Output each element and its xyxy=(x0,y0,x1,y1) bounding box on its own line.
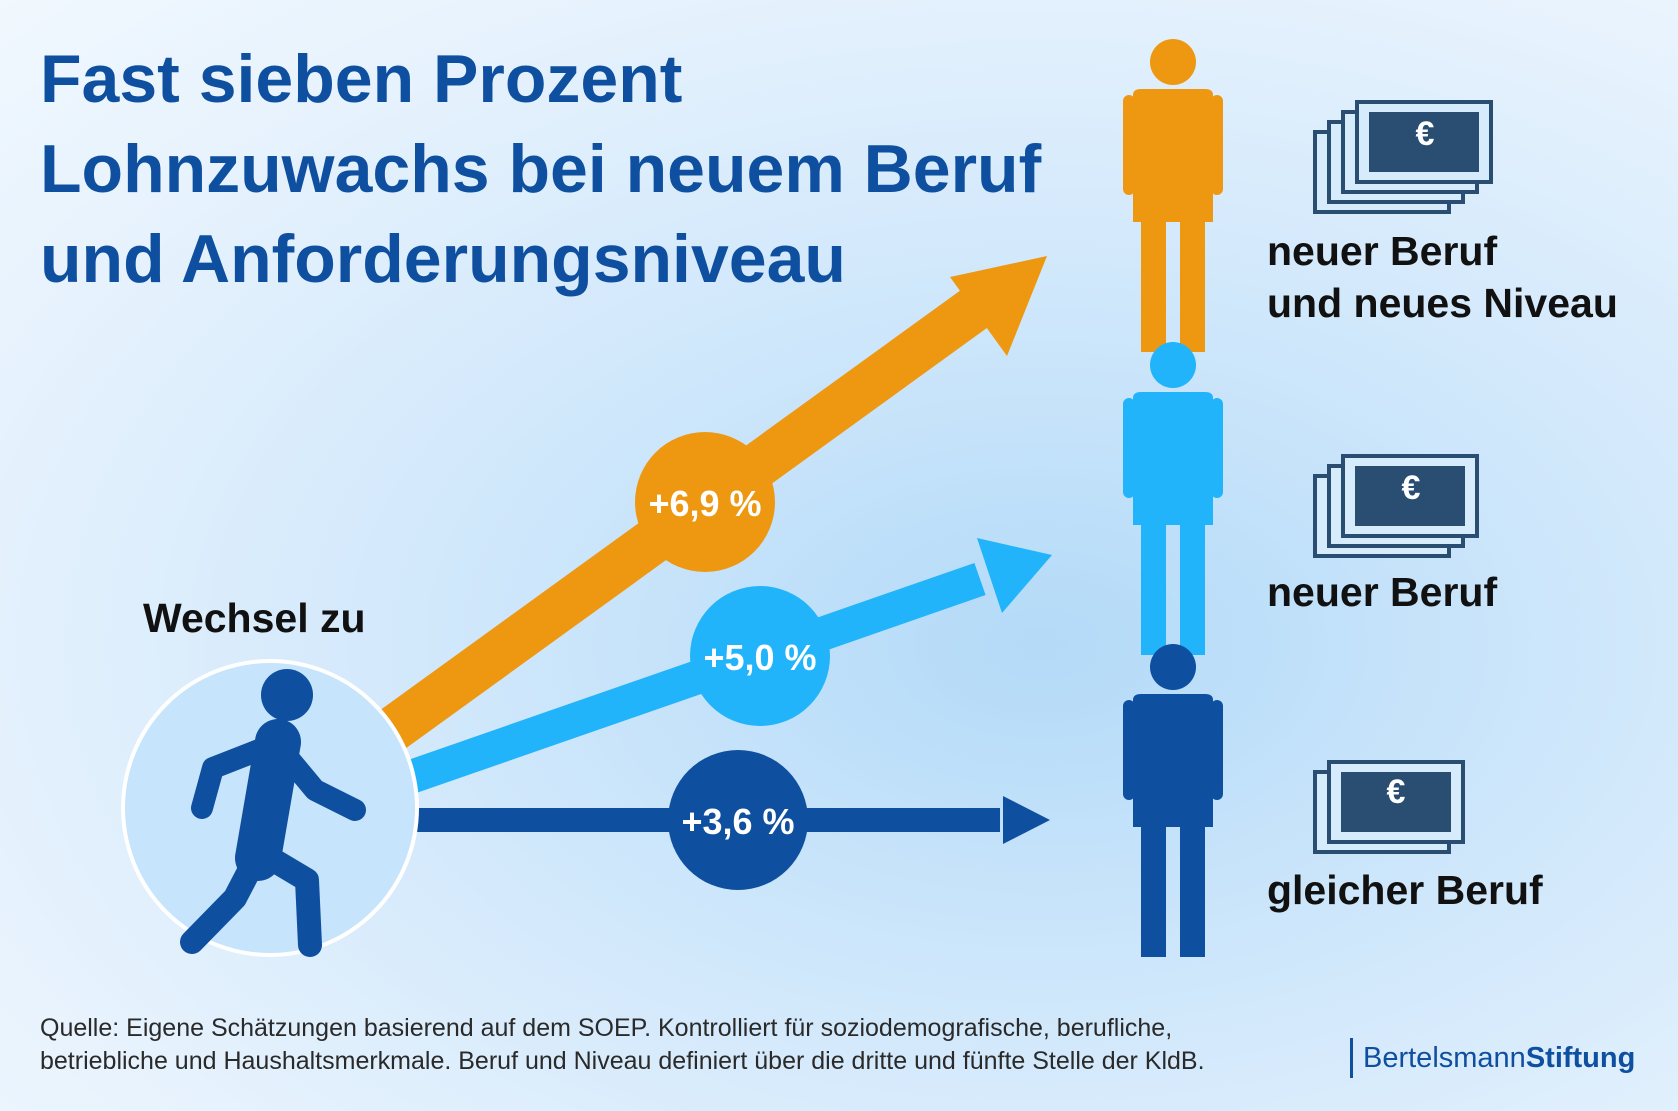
value-circle-dark-blue xyxy=(668,750,808,890)
euro-icon: € xyxy=(1387,773,1406,811)
title-line-2: Lohnzuwachs bei neuem Beruf xyxy=(40,131,1042,207)
value-circle-orange xyxy=(635,432,775,572)
euro-icon: € xyxy=(1416,115,1435,153)
money-stack-icon: € xyxy=(1313,100,1493,214)
outcome-label-same-job: gleicher Beruf xyxy=(1267,867,1543,913)
person-icon xyxy=(1123,342,1223,655)
value-same-job: +3,6 % xyxy=(681,801,794,842)
walking-person-icon xyxy=(121,659,419,957)
money-stack-icon: € xyxy=(1313,454,1479,558)
person-icon xyxy=(1123,644,1223,957)
person-icon xyxy=(1123,39,1223,352)
source-note-line-2: betriebliche und Haushaltsmerkmale. Beru… xyxy=(40,1047,1205,1075)
arrow-new-job xyxy=(399,538,1052,796)
brand-logo: BertelsmannStiftung xyxy=(1350,1038,1635,1078)
title-line-3: und Anforderungsniveau xyxy=(40,221,846,297)
outcome-label-line: und neues Niveau xyxy=(1267,280,1618,326)
value-circle-light-blue xyxy=(690,586,830,726)
start-label: Wechsel zu xyxy=(143,595,366,641)
money-stack-icon: € xyxy=(1313,760,1465,854)
page-title: Fast sieben Prozent Lohnzuwachs bei neue… xyxy=(40,34,1041,304)
euro-icon: € xyxy=(1402,469,1421,507)
outcome-label-new-job: neuer Beruf xyxy=(1267,569,1498,615)
value-new-job-new-level: +6,9 % xyxy=(648,483,761,524)
outcome-label-line: neuer Beruf xyxy=(1267,228,1498,274)
brand-name-part-2: Stiftung xyxy=(1525,1042,1636,1074)
outcome-label-new-job-new-level: neuer Beruf und neues Niveau xyxy=(1267,225,1618,329)
source-note: Quelle: Eigene Schätzungen basierend auf… xyxy=(40,1012,1330,1078)
source-note-line-1: Quelle: Eigene Schätzungen basierend auf… xyxy=(40,1014,1173,1042)
value-new-job: +5,0 % xyxy=(703,637,816,678)
brand-name-part-1: Bertelsmann xyxy=(1363,1042,1526,1074)
title-line-1: Fast sieben Prozent xyxy=(40,41,683,117)
